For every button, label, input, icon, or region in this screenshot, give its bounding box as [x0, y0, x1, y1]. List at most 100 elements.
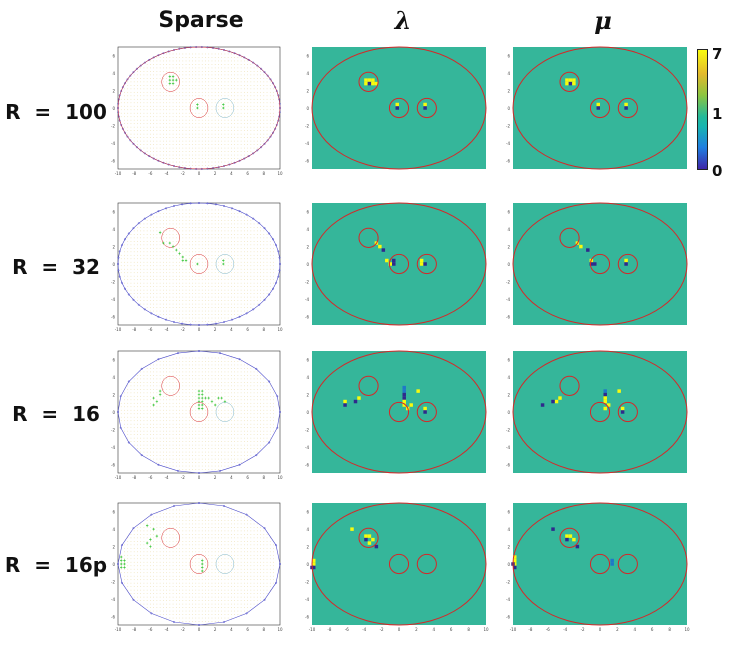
- x-tick-label: -10: [510, 627, 517, 632]
- y-tick-label: 6: [507, 54, 510, 59]
- y-tick-label: 0: [112, 106, 115, 111]
- inclusion-circle: [388, 401, 410, 423]
- plot-frame: [117, 46, 281, 170]
- inclusion-circle: [416, 97, 437, 119]
- field-background: [312, 503, 486, 625]
- y-tick-label: -4: [305, 141, 309, 146]
- y-tick-label: -6: [305, 158, 309, 163]
- x-tick-label: -4: [563, 627, 567, 632]
- y-tick-label: 0: [112, 262, 115, 267]
- y-tick-label: 6: [507, 358, 510, 363]
- inclusion-circle: [358, 227, 379, 248]
- y-tick-label: 2: [507, 393, 510, 398]
- y-tick-label: -6: [506, 158, 510, 163]
- y-tick-label: -2: [111, 579, 115, 584]
- row-label-r100: R = 100: [5, 100, 107, 124]
- y-tick-label: 6: [112, 210, 115, 215]
- x-tick-label: 4: [230, 171, 233, 176]
- y-tick-label: -2: [111, 427, 115, 432]
- x-tick-label: 10: [684, 627, 690, 632]
- x-tick-label: 2: [415, 627, 418, 632]
- boundary-polyline: [117, 350, 281, 474]
- x-tick-label: -4: [165, 627, 169, 632]
- y-tick-label: 2: [306, 245, 309, 250]
- y-tick-label: 2: [507, 245, 510, 250]
- x-tick-label: 10: [277, 475, 283, 480]
- outer-ellipse: [512, 202, 688, 326]
- x-tick-label: 6: [246, 327, 249, 332]
- y-tick-label: 6: [112, 54, 115, 59]
- x-tick-label: -4: [165, 475, 169, 480]
- x-tick-label: -10: [309, 627, 316, 632]
- y-tick-label: 4: [112, 227, 115, 232]
- outer-ellipse: [311, 202, 487, 326]
- inclusion-circle: [161, 228, 180, 248]
- y-tick-label: 4: [306, 527, 309, 532]
- plot-svg: 6 4 2 0 -2 -4 -6 -10 -8 -6 -4 -2 0 2 4 6 8 10: [305, 502, 489, 632]
- y-tick-label: 2: [507, 89, 510, 94]
- y-tick-label: -6: [305, 462, 309, 467]
- y-tick-label: 4: [112, 527, 115, 532]
- y-tick-label: -2: [506, 579, 510, 584]
- plot-svg: 6 4 2 0 -2 -4 -6: [305, 46, 487, 170]
- inclusion-circle: [589, 553, 611, 575]
- x-tick-label: 6: [246, 171, 249, 176]
- inclusion-circle: [189, 554, 209, 574]
- plot-svg: 6 4 2 0 -2 -4 -6 -10 -8 -6 -4 -2 0 2 4 6 8 10: [506, 502, 690, 632]
- y-tick-label: 0: [507, 262, 510, 267]
- y-tick-label: -2: [506, 123, 510, 128]
- y-tick-label: 4: [112, 375, 115, 380]
- y-tick-label: 2: [112, 89, 115, 94]
- y-tick-label: 2: [112, 545, 115, 550]
- boundary-polyline: [117, 202, 281, 326]
- inclusion-circle: [416, 553, 437, 575]
- y-tick-label: 6: [507, 510, 510, 515]
- x-tick-label: 10: [277, 627, 283, 632]
- y-tick-label: -4: [506, 445, 510, 450]
- inclusion-circle: [617, 253, 638, 275]
- y-tick-label: -6: [506, 462, 510, 467]
- x-tick-label: 8: [263, 171, 266, 176]
- y-tick-label: -2: [111, 123, 115, 128]
- inclusion-circle: [215, 254, 235, 274]
- panel-mu-r16: 6 4 2 0 -2 -4 -6: [506, 350, 688, 474]
- colorbar-mid-label: 1: [712, 105, 723, 123]
- outer-ellipse: [311, 350, 487, 474]
- inclusion-circle: [559, 227, 580, 248]
- panel-lambda-r32: 6 4 2 0 -2 -4 -6: [305, 202, 487, 326]
- x-tick-label: 8: [263, 475, 266, 480]
- outer-ellipse: [117, 46, 281, 170]
- inclusion-circle: [358, 527, 379, 548]
- y-tick-label: 2: [507, 545, 510, 550]
- y-tick-label: 6: [306, 54, 309, 59]
- x-tick-label: 4: [230, 327, 233, 332]
- inclusion-circle: [358, 71, 379, 92]
- y-tick-label: 4: [507, 375, 510, 380]
- y-tick-label: 0: [306, 262, 309, 267]
- y-tick-label: -2: [506, 279, 510, 284]
- x-tick-label: 6: [246, 627, 249, 632]
- inclusion-circle: [161, 376, 180, 396]
- y-tick-label: -4: [111, 445, 115, 450]
- inclusion-circle: [559, 71, 580, 92]
- x-tick-label: -6: [148, 475, 152, 480]
- x-tick-label: 6: [651, 627, 654, 632]
- plot-svg: 6 4 2 0 -2 -4 -6: [506, 46, 688, 170]
- x-tick-label: -4: [362, 627, 366, 632]
- x-tick-label: 4: [230, 627, 233, 632]
- column-header-mu: μ: [594, 6, 612, 35]
- x-tick-label: 8: [263, 327, 266, 332]
- y-tick-label: 2: [306, 89, 309, 94]
- inclusion-circle: [617, 401, 638, 423]
- boundary-polyline: [117, 502, 281, 626]
- inclusion-circle: [388, 253, 410, 275]
- y-tick-label: -6: [305, 314, 309, 319]
- inclusion-circle: [388, 553, 410, 575]
- panel-sparse-r32: 6 4 2 0 -2 -4 -6 -10 -8 -6 -4 -2 0 2 4 6 8 10: [111, 201, 283, 332]
- inclusion-circle: [589, 97, 611, 119]
- x-tick-label: -8: [132, 327, 136, 332]
- y-tick-label: 6: [112, 510, 115, 515]
- y-tick-label: -4: [506, 141, 510, 146]
- mesh-grid: [120, 53, 274, 166]
- x-tick-label: 4: [433, 627, 436, 632]
